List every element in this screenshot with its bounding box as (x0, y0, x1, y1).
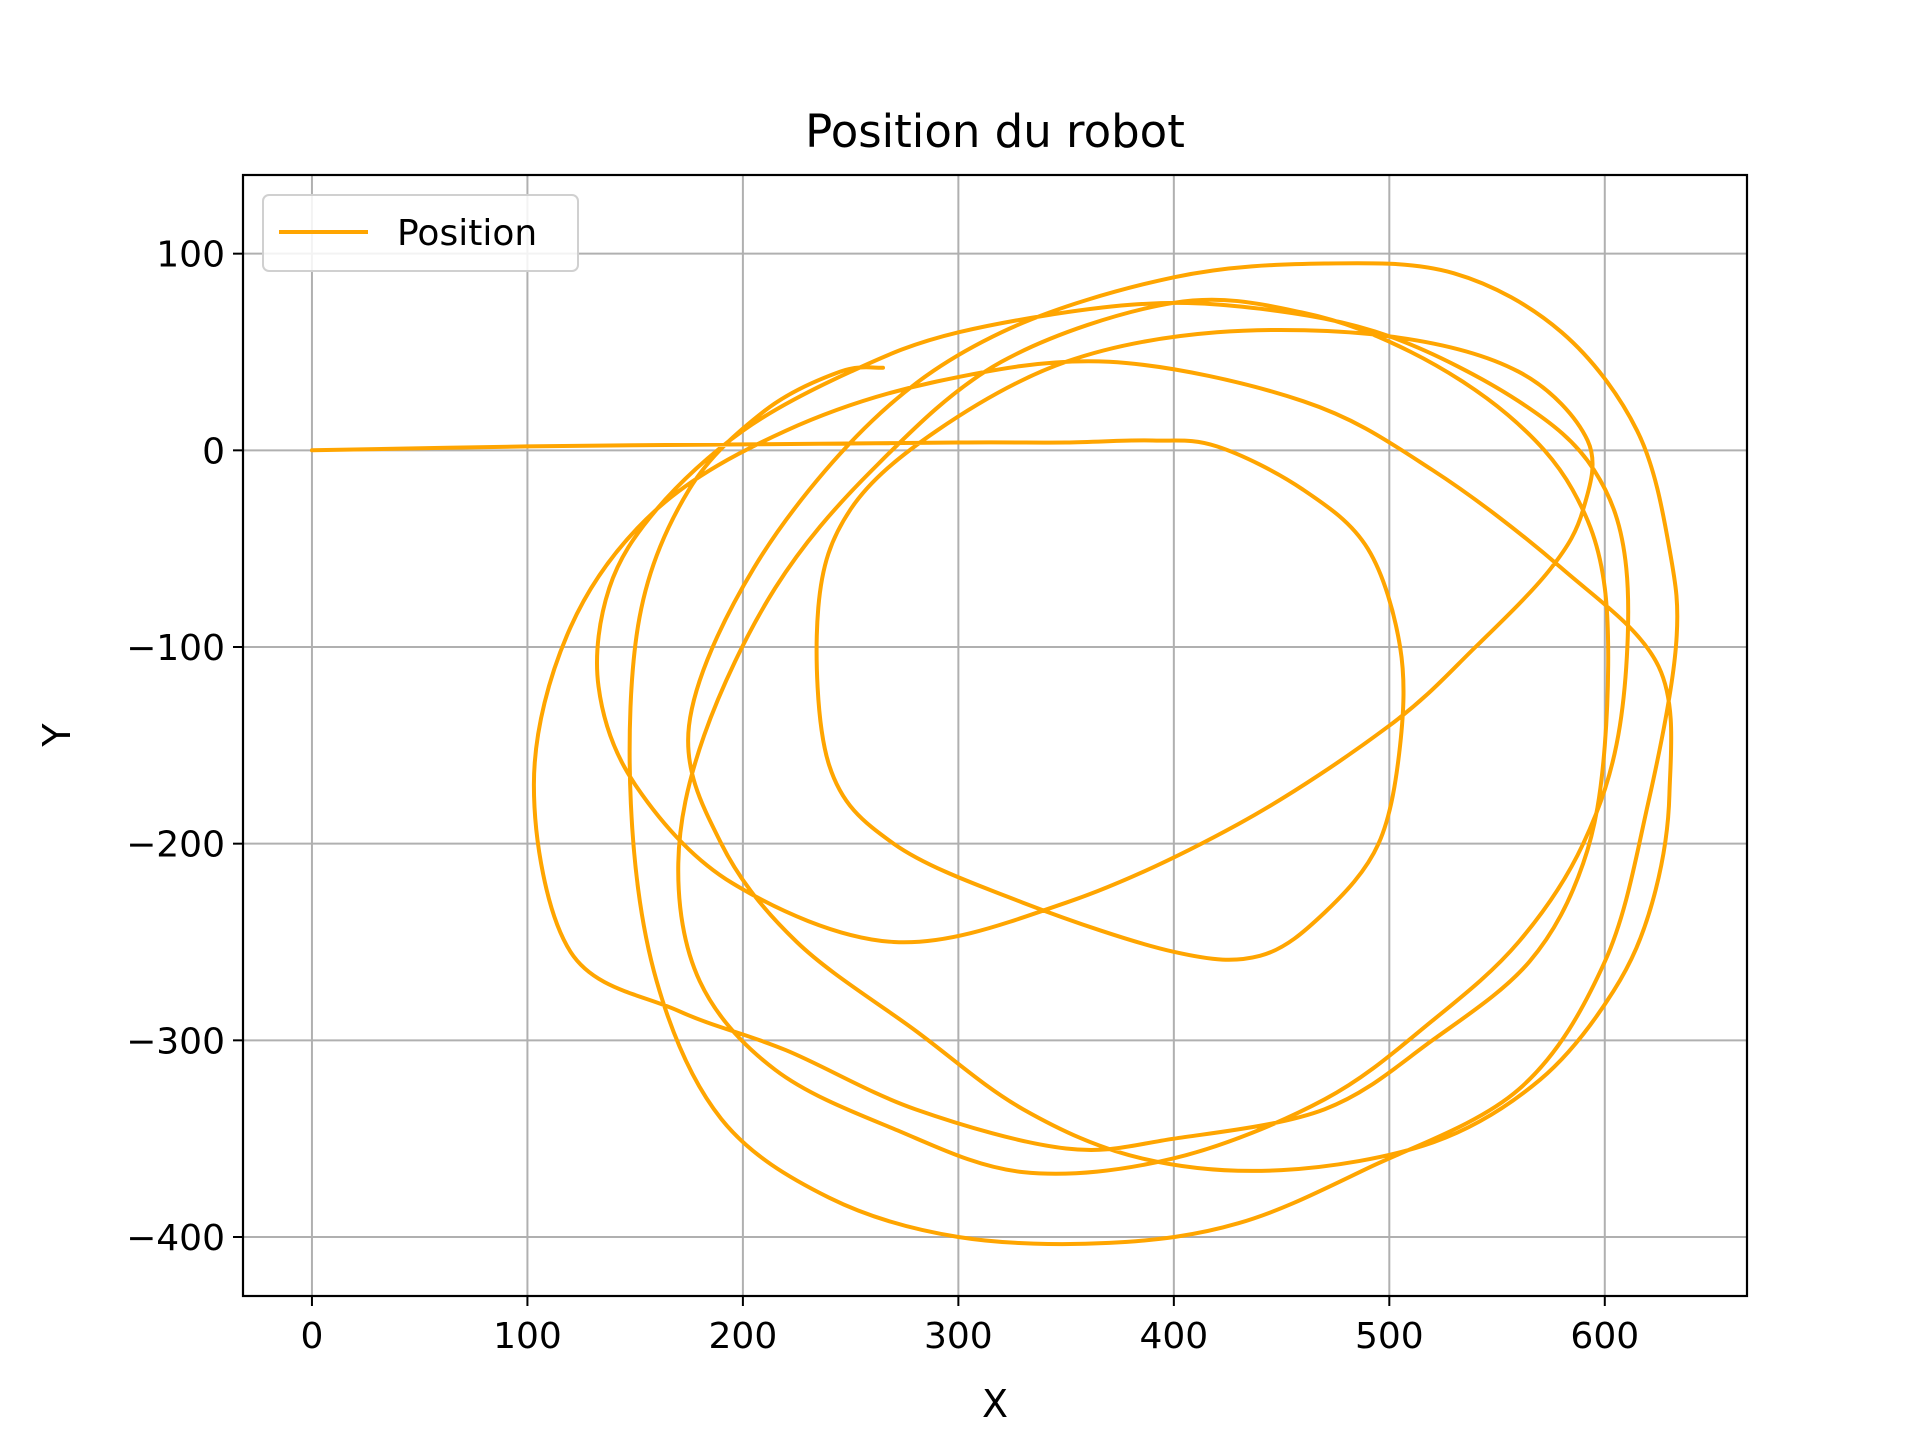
y-tick-label: 100 (156, 235, 225, 276)
x-tick-label: 500 (1355, 1316, 1424, 1357)
y-tick-label: −100 (126, 628, 225, 669)
tick-labels: 0 100 200 300 400 500 600 100 0 −100 −200 −300 −400 (126, 235, 1639, 1357)
legend: Position (262, 194, 579, 272)
x-tick-label: 200 (709, 1316, 778, 1357)
y-tick-label: −400 (126, 1218, 225, 1259)
x-axis-label: X (982, 1382, 1008, 1426)
y-axis-label: Y (35, 723, 79, 748)
legend-box (262, 194, 579, 272)
chart-title: Position du robot (805, 105, 1185, 158)
y-tick-label: 0 (202, 431, 225, 472)
series-layer (310, 261, 1680, 1247)
y-tick-label: −200 (126, 825, 225, 866)
plot-frame (241, 173, 1749, 1298)
series-line-position (310, 261, 1680, 1247)
x-tick-label: 400 (1139, 1316, 1208, 1357)
y-tick-label: −300 (126, 1021, 225, 1062)
x-tick-label: 300 (924, 1316, 993, 1357)
x-tick-label: 100 (493, 1316, 562, 1357)
x-tick-label: 0 (300, 1316, 323, 1357)
legend-label: Position (397, 213, 537, 254)
x-tick-label: 600 (1570, 1316, 1639, 1357)
ticks (233, 252, 1606, 1306)
